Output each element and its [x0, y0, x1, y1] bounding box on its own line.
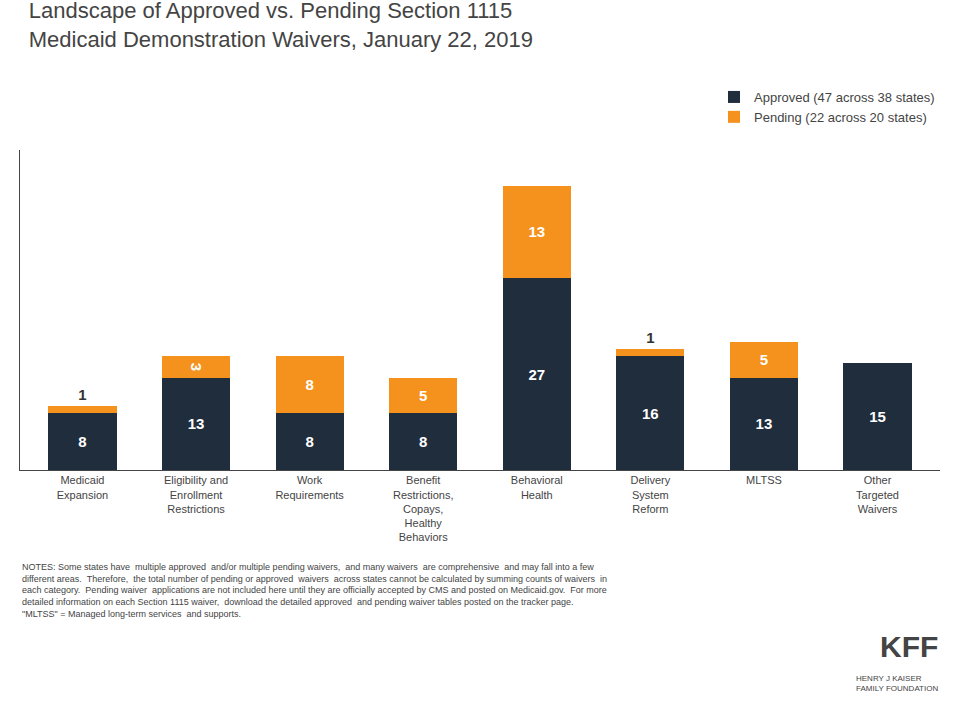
svg-text:1: 1 [646, 329, 654, 346]
svg-text:Eligibility andEnrollmentRestr: Eligibility andEnrollmentRestrictions [164, 474, 228, 515]
svg-text:KFF: KFF [880, 630, 938, 663]
svg-text:MLTSS: MLTSS [746, 474, 782, 486]
svg-text:MedicaidExpansion: MedicaidExpansion [57, 474, 108, 500]
svg-text:BenefitRestrictions,Copays,Hea: BenefitRestrictions,Copays,HealthyBehavi… [393, 474, 454, 543]
svg-text:8: 8 [305, 433, 313, 450]
svg-text:13: 13 [188, 415, 205, 432]
svg-text:3: 3 [188, 363, 205, 371]
svg-text:5: 5 [419, 387, 427, 404]
svg-text:13: 13 [756, 415, 773, 432]
svg-text:13: 13 [528, 223, 545, 240]
svg-text:Approved (47 across 38 states): Approved (47 across 38 states) [754, 90, 935, 105]
svg-text:8: 8 [78, 433, 86, 450]
svg-text:Pending (22 across 20 states): Pending (22 across 20 states) [754, 110, 927, 125]
svg-text:16: 16 [642, 405, 659, 422]
svg-text:WorkRequirements: WorkRequirements [275, 474, 344, 500]
svg-text:8: 8 [305, 376, 313, 393]
svg-text:15: 15 [869, 408, 886, 425]
svg-text:NOTES: Some states have multi: NOTES: Some states have multiple approve… [22, 562, 607, 619]
svg-text:BehavioralHealth: BehavioralHealth [511, 474, 563, 500]
svg-text:Landscape of Approved vs. Pend: Landscape of Approved vs. Pending Sectio… [29, 0, 533, 52]
svg-text:DeliverySystemReform: DeliverySystemReform [631, 474, 671, 515]
svg-text:8: 8 [419, 433, 427, 450]
svg-text:5: 5 [760, 351, 768, 368]
svg-text:27: 27 [528, 366, 545, 383]
svg-text:1: 1 [78, 386, 86, 403]
svg-text:HENRY J KAISERFAMILY FOUNDATIO: HENRY J KAISERFAMILY FOUNDATION [856, 674, 938, 693]
svg-text:OtherTargetedWaivers: OtherTargetedWaivers [856, 474, 899, 515]
